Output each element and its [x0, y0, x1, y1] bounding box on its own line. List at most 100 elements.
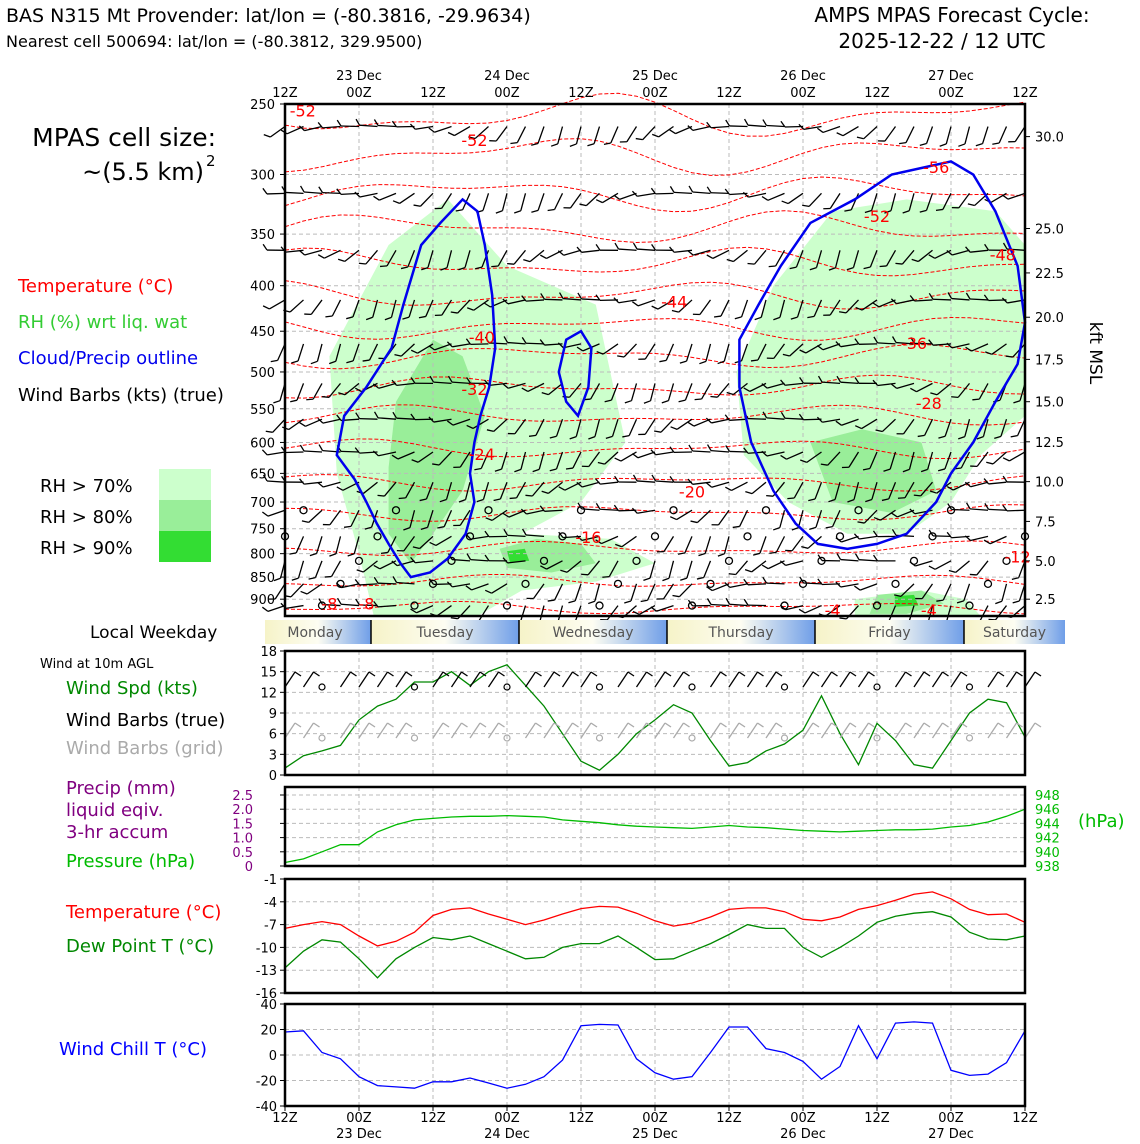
top-date-label: 23 Dec: [336, 69, 382, 84]
wind-barb-flag: [359, 263, 366, 264]
precip-label-3: 3-hr accum: [66, 822, 168, 843]
kft-tick-label: 7.5: [1035, 515, 1056, 530]
xs-ytick-label: 450: [250, 325, 275, 340]
wind-barb-flag: [787, 498, 794, 499]
wind-barb-flag: [262, 512, 268, 516]
wind-barb-flag: [378, 495, 385, 496]
wind-barb: [748, 419, 766, 420]
bottom-tick-label: 00Z: [642, 1111, 668, 1126]
xs-ytick-label: 800: [250, 548, 275, 563]
panel-ytick-label: -13: [256, 964, 277, 979]
wind-barb-flag: [895, 263, 902, 264]
legend-rh: RH (%) wrt liq. wat: [18, 312, 187, 333]
kft-axis-label: kft MSL: [1085, 322, 1105, 385]
precip-tick-label: 0: [245, 860, 253, 875]
panel-ytick-label: 3: [269, 748, 277, 763]
bottom-tick-label: 12Z: [420, 1111, 446, 1126]
panel-ytick-label: 9: [269, 707, 277, 722]
pressure-tick-label: 942: [1035, 832, 1060, 847]
top-tick-label: 00Z: [938, 86, 964, 101]
wind-barb-flag: [325, 316, 332, 317]
wind-barb-flag: [951, 397, 958, 398]
wind-barb-flag: [970, 574, 977, 575]
wind-barb-flag: [769, 552, 776, 553]
bottom-tick-label: 12Z: [568, 1111, 594, 1126]
wind-barb: [341, 126, 359, 127]
rh-legend: RH > 70%RH > 80%RH > 90%: [40, 469, 211, 562]
legend-temperature: Temperature (°C): [17, 276, 173, 297]
dewpoint-label: Dew Point T (°C): [66, 936, 214, 957]
panel-ytick-label: -20: [256, 1075, 277, 1090]
windchill-label: Wind Chill T (°C): [59, 1039, 207, 1060]
wind-barbs-true-label: Wind Barbs (true): [66, 710, 225, 731]
isotherm-label: -8: [321, 594, 337, 613]
kft-tick-label: 10.0: [1035, 476, 1064, 491]
wind-barb-flag: [380, 266, 387, 267]
wind-barb-flag: [695, 399, 702, 400]
wind-barb: [952, 509, 970, 510]
wind10m-title: Wind at 10m AGL: [40, 657, 154, 672]
wind-barb: [286, 452, 304, 453]
top-date-label: 24 Dec: [484, 69, 530, 84]
xs-ytick-label: 550: [250, 403, 275, 418]
top-tick-label: 12Z: [420, 86, 446, 101]
weekday-day-label: Friday: [868, 625, 910, 641]
precip-label-2: liquid eqiv.: [66, 800, 163, 821]
wind-barb: [1025, 672, 1035, 687]
wind-barb: [269, 300, 285, 309]
wind-barb: [933, 299, 951, 300]
panel-ytick-label: -1: [264, 873, 277, 888]
wind-barb-flag: [263, 306, 269, 309]
top-tick-label: 00Z: [790, 86, 816, 101]
wind-barb: [526, 343, 544, 344]
isotherm-label: -8: [358, 594, 374, 613]
xs-ytick-label: 350: [250, 228, 275, 243]
wind-barb-flag: [491, 266, 498, 267]
wind-barb: [711, 193, 729, 194]
cell-subtitle: Nearest cell 500694: lat/lon = (-80.3812…: [6, 32, 422, 51]
panel-ytick-label: -7: [264, 919, 277, 934]
wind-barb-flag: [273, 401, 280, 403]
wind-barb-flag: [1035, 672, 1041, 676]
wind-barb: [545, 299, 563, 300]
wind-barb-flag: [263, 188, 267, 194]
wind-barb-flag: [510, 498, 517, 499]
wind-barb-flag: [264, 135, 271, 137]
kft-tick-label: 15.0: [1035, 396, 1064, 411]
isotherm-label: -56: [923, 158, 949, 177]
cycle-title: AMPS MPAS Forecast Cycle:: [814, 3, 1089, 27]
wind-speed-label: Wind Spd (kts): [66, 678, 198, 699]
weekday-label: Local Weekday: [90, 623, 217, 643]
wind-barb-flag: [710, 396, 717, 397]
temperature-panel: -16-13-10-7-4-1: [256, 873, 1025, 1002]
wind-barb: [268, 510, 285, 516]
panel-ytick-label: 18: [260, 645, 277, 660]
wind-barb-flag: [898, 498, 905, 499]
wind-barb-flag: [271, 360, 278, 361]
kft-tick-label: 20.0: [1035, 311, 1064, 326]
isotherm-label: -24: [469, 445, 495, 464]
bottom-date-label: 25 Dec: [632, 1127, 678, 1140]
xs-ytick-label: 650: [250, 467, 275, 482]
isotherm-label: -16: [575, 528, 601, 547]
wind-barb: [273, 419, 285, 432]
kft-tick-label: 2.5: [1035, 593, 1056, 608]
top-tick-label: 00Z: [494, 86, 520, 101]
panel-ytick-label: 6: [269, 728, 277, 743]
wind-barb: [275, 584, 285, 599]
wind-barb: [360, 419, 378, 420]
wind-barb: [341, 451, 359, 452]
isotherm-label: -12: [1005, 548, 1031, 567]
wind-barb-flag: [729, 574, 736, 575]
precip-tick-label: 1.0: [232, 832, 253, 847]
wind-barb: [767, 583, 785, 584]
top-tick-label: 12Z: [716, 86, 742, 101]
bottom-tick-label: 00Z: [346, 1111, 372, 1126]
panel-ytick-label: 12: [260, 686, 277, 701]
rh-legend-label-2: RH > 90%: [40, 538, 133, 559]
isotherm-label: -44: [661, 293, 687, 312]
rh-swatch-1: [159, 500, 211, 531]
